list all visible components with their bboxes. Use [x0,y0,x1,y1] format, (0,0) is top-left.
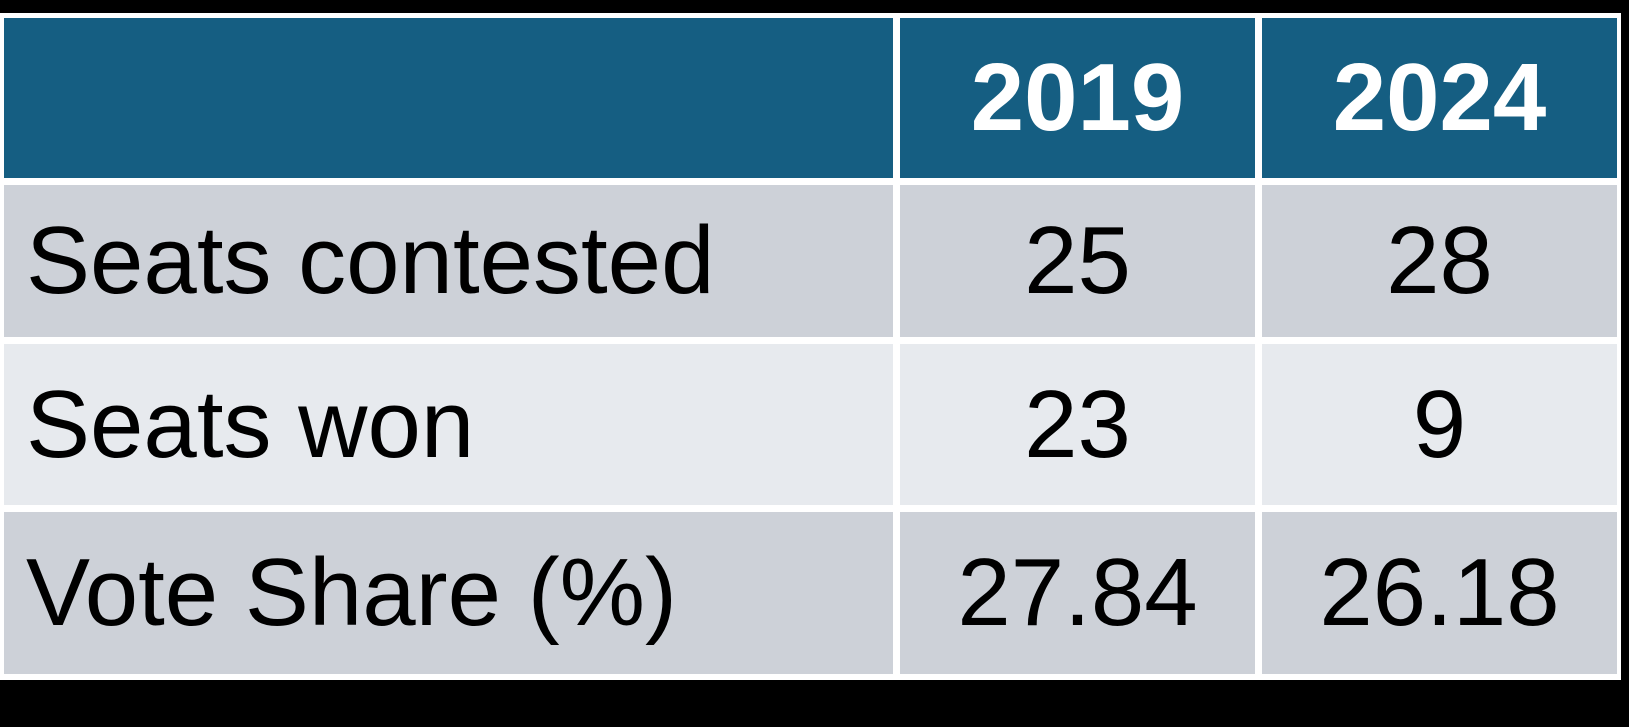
cell-vote-share-2024: 26.18 [1262,512,1617,674]
row-label-vote-share: Vote Share (%) [4,512,893,674]
cell-seats-won-2019: 23 [900,344,1255,505]
row-label-seats-won: Seats won [4,344,893,505]
cell-seats-contested-2019: 25 [900,185,1255,337]
election-results-table: 2019 2024 Seats contested 25 28 Seats wo… [0,13,1621,680]
row-label-seats-contested: Seats contested [4,185,893,337]
cell-vote-share-2019: 27.84 [900,512,1255,674]
header-corner-cell [4,18,893,178]
cell-seats-won-2024: 9 [1262,344,1617,505]
header-year-2024: 2024 [1262,18,1617,178]
cell-seats-contested-2024: 28 [1262,185,1617,337]
header-year-2019: 2019 [900,18,1255,178]
